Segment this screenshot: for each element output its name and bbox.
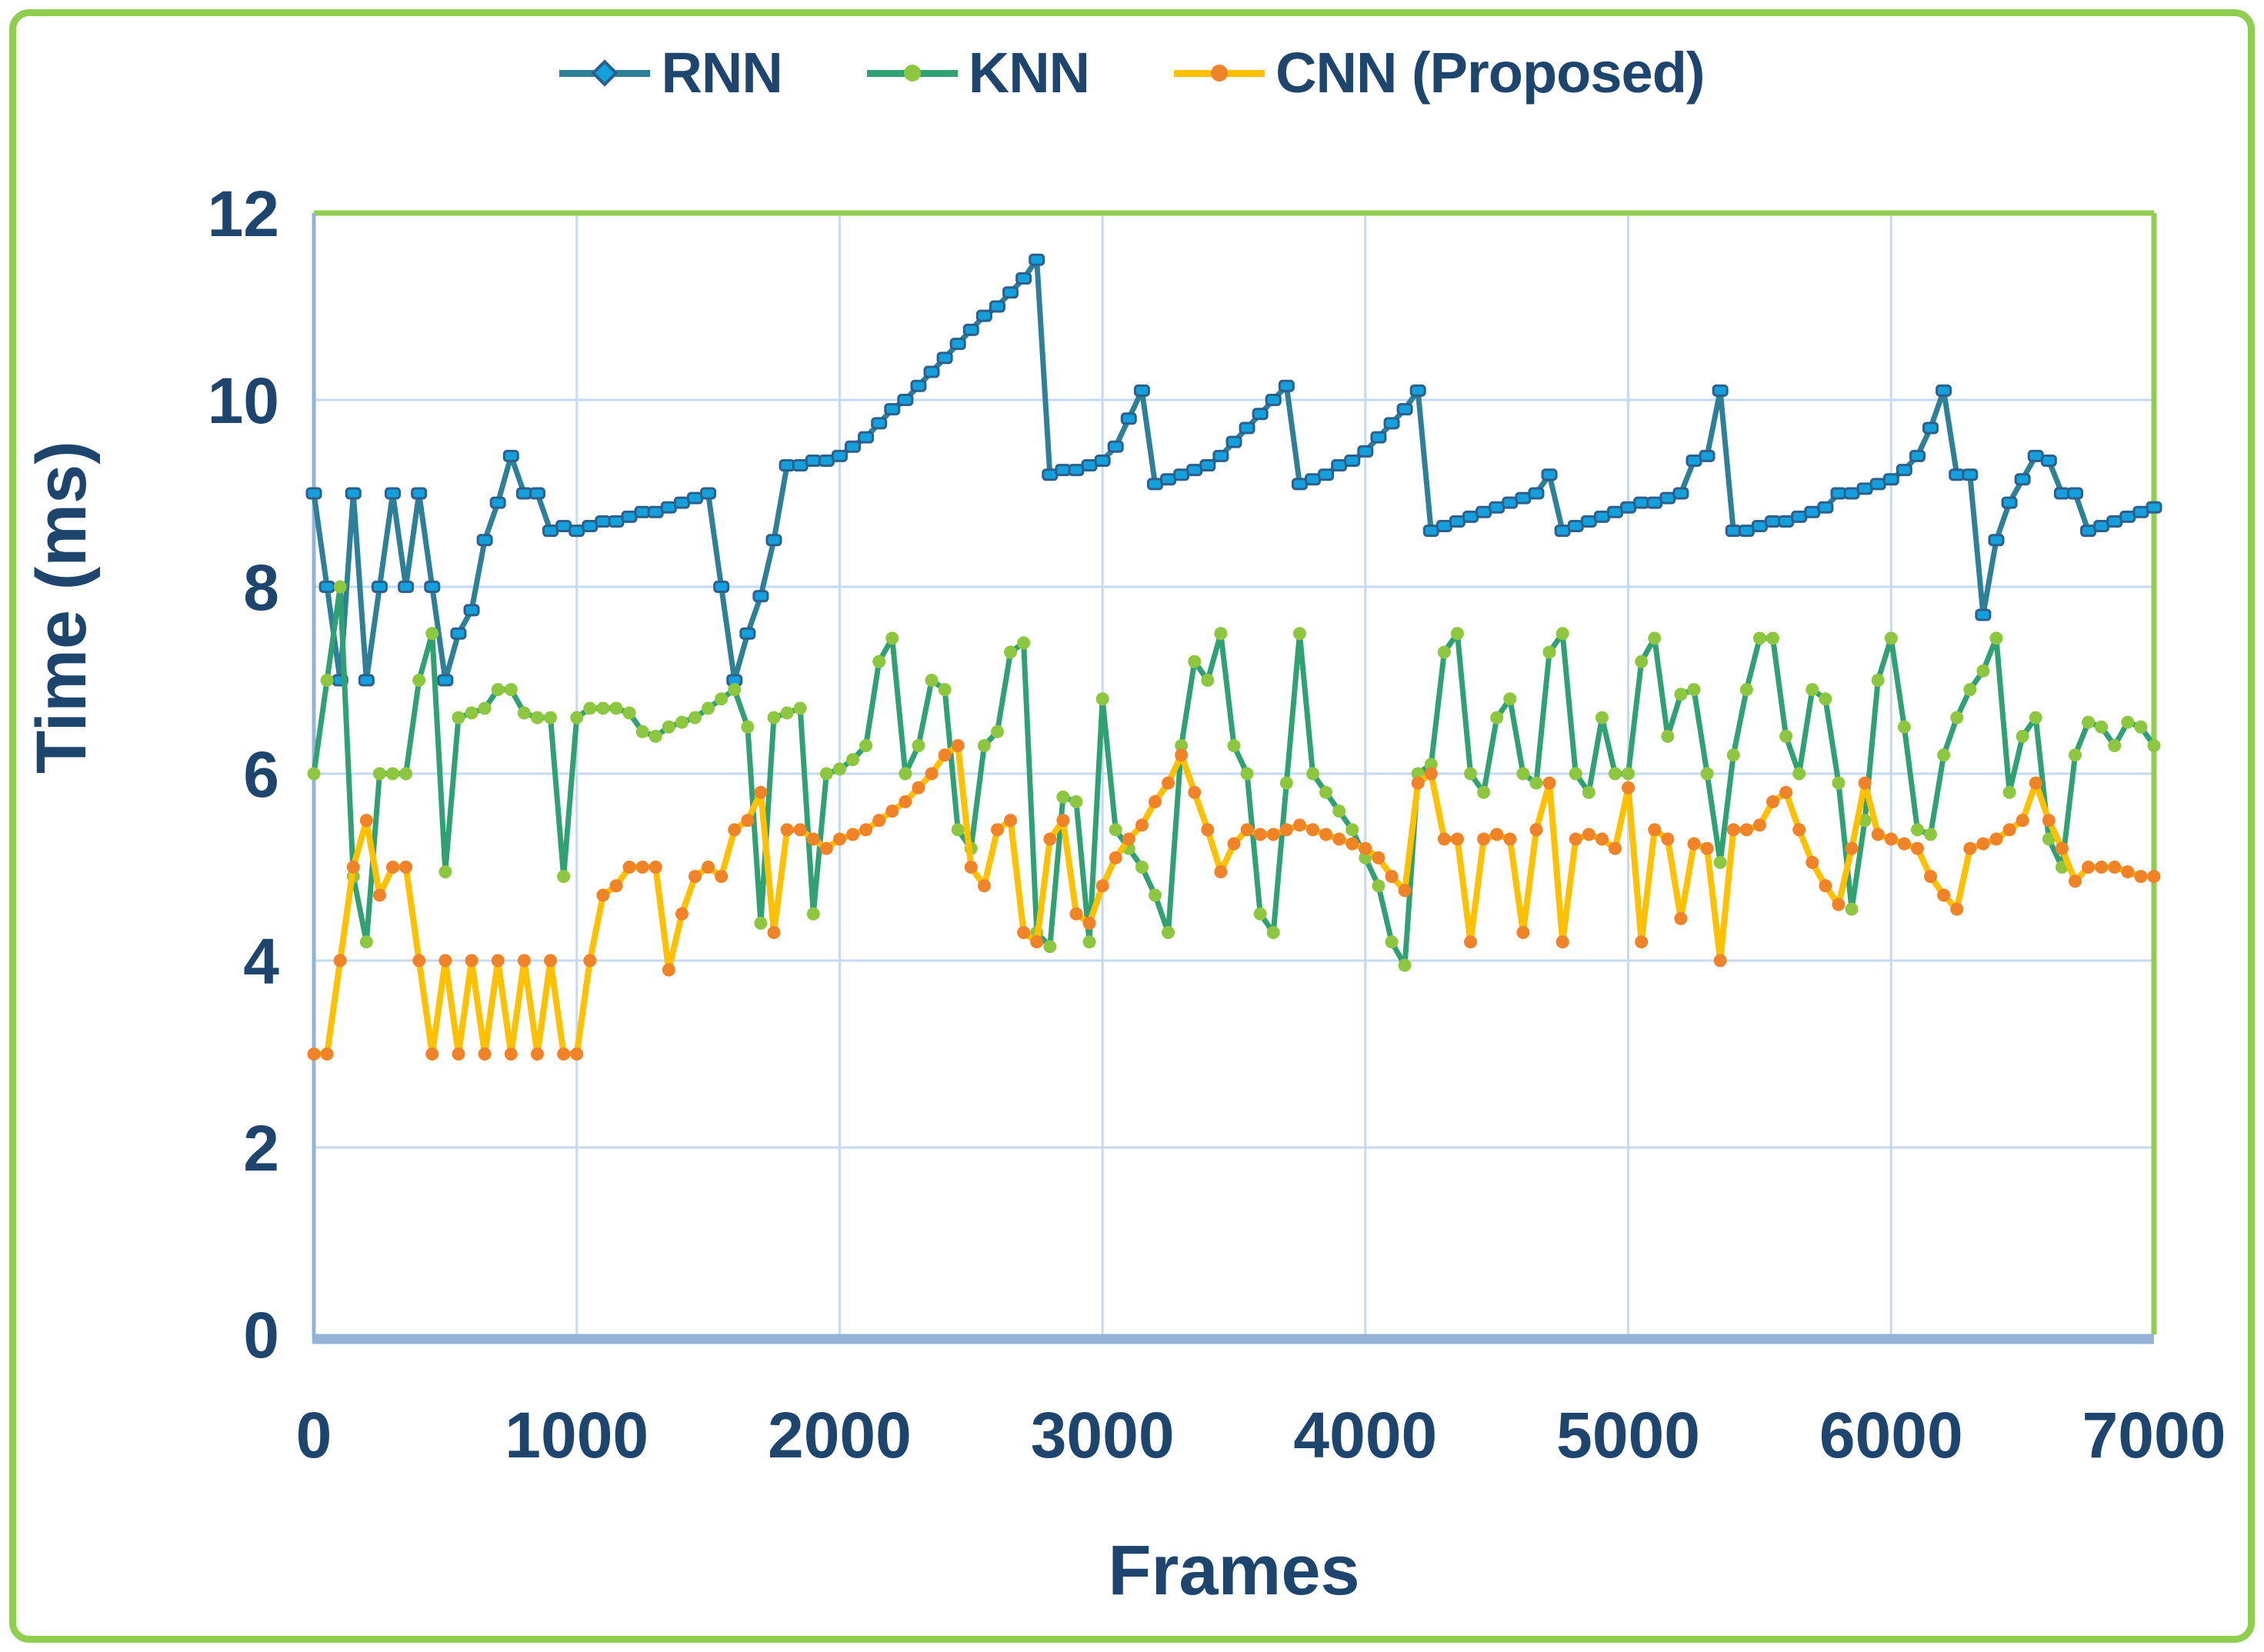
svg-text:0: 0 xyxy=(296,1399,332,1471)
series-cnn-proposed- xyxy=(307,739,2161,1061)
series-knn xyxy=(307,580,2161,972)
svg-text:7000: 7000 xyxy=(2082,1399,2226,1471)
y-axis-title: Time (ms) xyxy=(22,441,101,774)
svg-text:8: 8 xyxy=(243,551,279,624)
legend-label-knn: KNN xyxy=(968,41,1090,105)
rnn-swatch-icon xyxy=(559,58,651,88)
svg-text:2000: 2000 xyxy=(768,1399,912,1471)
svg-text:1000: 1000 xyxy=(505,1399,649,1471)
svg-text:6: 6 xyxy=(243,738,279,811)
x-axis-title: Frames xyxy=(1108,1531,1360,1610)
legend-label-rnn: RNN xyxy=(661,41,782,105)
legend-item-cnn: CNN (Proposed) xyxy=(1174,40,1706,105)
svg-text:4: 4 xyxy=(243,925,279,998)
legend-label-cnn: CNN (Proposed) xyxy=(1275,41,1705,105)
plot-border xyxy=(312,210,2157,1344)
knn-swatch-icon xyxy=(866,58,958,88)
cnn-swatch-icon xyxy=(1174,58,1265,88)
svg-text:4000: 4000 xyxy=(1293,1399,1437,1471)
svg-text:12: 12 xyxy=(208,178,279,250)
gridlines xyxy=(314,213,2154,1334)
legend-item-rnn: RNN xyxy=(559,40,783,105)
svg-text:2: 2 xyxy=(243,1112,279,1184)
svg-text:6000: 6000 xyxy=(1819,1399,1963,1471)
svg-text:5000: 5000 xyxy=(1556,1399,1700,1471)
svg-text:0: 0 xyxy=(243,1299,279,1371)
svg-text:3000: 3000 xyxy=(1031,1399,1175,1471)
legend: RNN KNN CNN (Proposed) xyxy=(0,40,2264,105)
y-tick-labels: 0 2 4 6 8 10 12 xyxy=(208,178,280,1371)
svg-text:10: 10 xyxy=(208,365,279,437)
legend-item-knn: KNN xyxy=(866,40,1090,105)
x-tick-labels: 0 1000 2000 3000 4000 5000 6000 7000 xyxy=(296,1399,2226,1471)
series-rnn xyxy=(305,253,2162,687)
